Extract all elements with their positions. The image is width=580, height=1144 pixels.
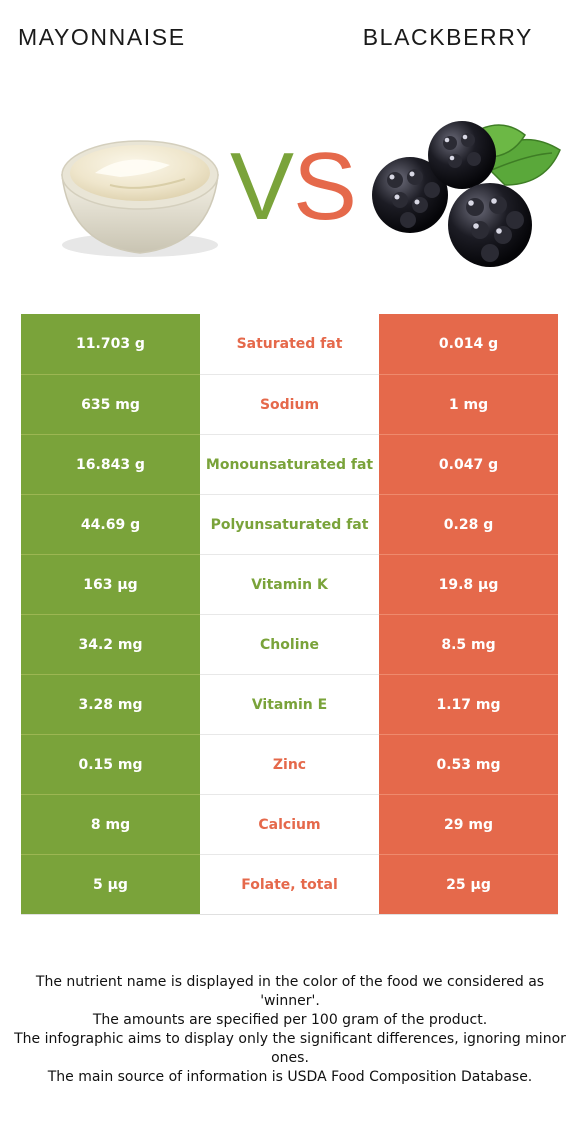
nutrient-name: Zinc <box>200 734 379 794</box>
nutrient-name: Folate, total <box>200 854 379 914</box>
comparison-hero: V S <box>61 121 561 267</box>
nutrient-name: Polyunsaturated fat <box>200 494 379 554</box>
right-value: 0.014 g <box>379 314 558 374</box>
right-value: 0.28 g <box>379 494 558 554</box>
right-value: 25 µg <box>379 854 558 914</box>
left-value: 635 mg <box>21 374 200 434</box>
nutrient-name: Vitamin E <box>200 674 379 734</box>
left-food-title: MAYONNAISE <box>18 24 186 50</box>
table-row: 44.69 g Polyunsaturated fat 0.28 g <box>21 494 558 554</box>
right-value: 29 mg <box>379 794 558 854</box>
table-bottom-divider <box>21 914 558 915</box>
table-row: 0.15 mg Zinc 0.53 mg <box>21 734 558 794</box>
nutrient-comparison-table: 11.703 g Saturated fat 0.014 g 635 mg Sodium… <box>21 314 558 914</box>
right-value: 8.5 mg <box>379 614 558 674</box>
table-row: 16.843 g Monounsaturated fat 0.047 g <box>21 434 558 494</box>
left-value: 16.843 g <box>21 434 200 494</box>
footer-notes: The nutrient name is displayed in the co… <box>10 973 570 1087</box>
left-value: 3.28 mg <box>21 674 200 734</box>
footer-line-4: The main source of information is USDA F… <box>47 1069 533 1085</box>
footer-line-1: The nutrient name is displayed in the co… <box>35 974 545 1009</box>
table-row: 8 mg Calcium 29 mg <box>21 794 558 854</box>
table-row: 3.28 mg Vitamin E 1.17 mg <box>21 674 558 734</box>
nutrient-name: Monounsaturated fat <box>200 434 379 494</box>
table-row: 635 mg Sodium 1 mg <box>21 374 558 434</box>
nutrient-name: Saturated fat <box>200 314 379 374</box>
left-value: 163 µg <box>21 554 200 614</box>
left-value: 8 mg <box>21 794 200 854</box>
left-value: 34.2 mg <box>21 614 200 674</box>
blackberry-icon <box>372 121 561 267</box>
right-value: 0.047 g <box>379 434 558 494</box>
left-value: 5 µg <box>21 854 200 914</box>
nutrient-name: Choline <box>200 614 379 674</box>
vs-s-letter: S <box>293 133 357 240</box>
mayonnaise-bowl-icon <box>61 140 219 257</box>
footer-line-2: The amounts are specified per 100 gram o… <box>92 1012 488 1028</box>
right-value: 1.17 mg <box>379 674 558 734</box>
right-food-title: BLACKBERRY <box>362 24 533 50</box>
vs-v-letter: V <box>230 133 294 240</box>
left-value: 44.69 g <box>21 494 200 554</box>
left-value: 11.703 g <box>21 314 200 374</box>
table-row: 163 µg Vitamin K 19.8 µg <box>21 554 558 614</box>
right-value: 0.53 mg <box>379 734 558 794</box>
nutrient-name: Sodium <box>200 374 379 434</box>
right-value: 19.8 µg <box>379 554 558 614</box>
table-row: 5 µg Folate, total 25 µg <box>21 854 558 914</box>
left-value: 0.15 mg <box>21 734 200 794</box>
nutrient-name: Calcium <box>200 794 379 854</box>
right-value: 1 mg <box>379 374 558 434</box>
footer-line-3: The infographic aims to display only the… <box>14 1031 566 1066</box>
nutrient-name: Vitamin K <box>200 554 379 614</box>
table-row: 34.2 mg Choline 8.5 mg <box>21 614 558 674</box>
table-row: 11.703 g Saturated fat 0.014 g <box>21 314 558 374</box>
